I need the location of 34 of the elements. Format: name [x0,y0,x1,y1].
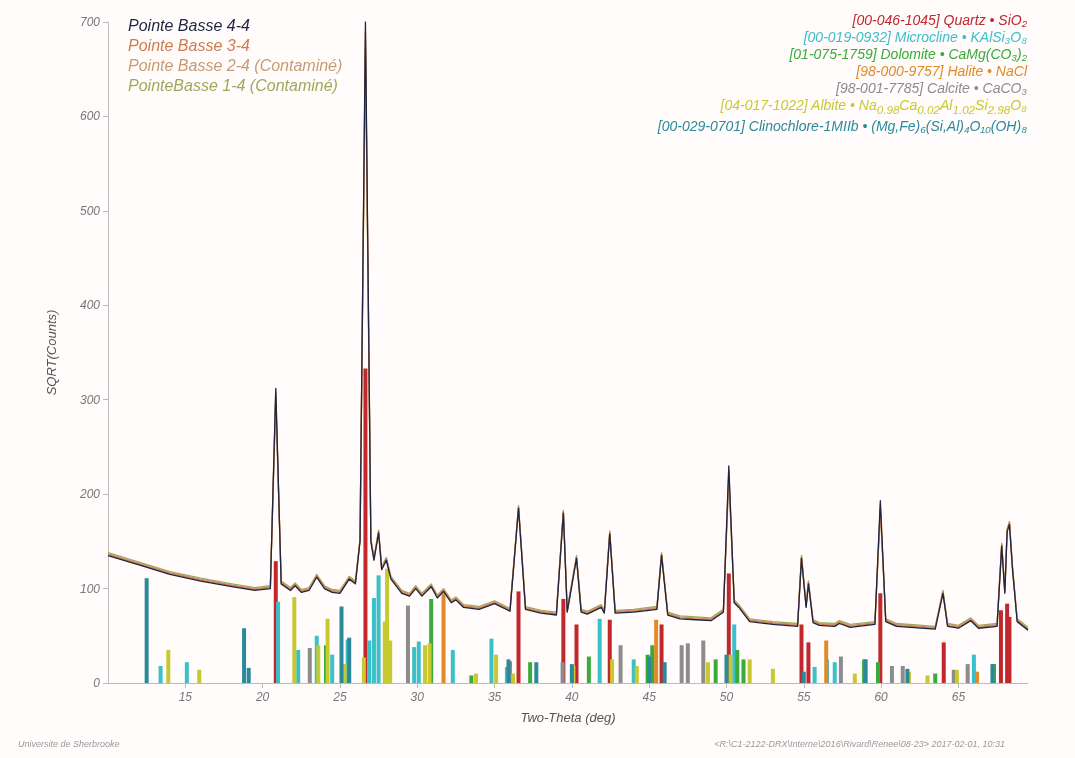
x-tick-label: 15 [178,690,193,704]
y-tick-label: 200 [78,487,101,502]
y-tick-label: 100 [79,581,101,596]
x-tick-label: 20 [254,690,270,704]
text: [04-017-1022] Albite • Na$_{0.98}$Ca$_{0.02}$Al$_{1.02}$Si$_{2.98}$O₈ [720,97,1027,116]
x-tick-label: 40 [565,690,579,704]
y-tick-label: 500 [79,203,101,218]
y-tick-label: 600 [79,109,101,124]
x-tick-label: 50 [719,690,734,704]
text: [01-075-1759] Dolomite • CaMg(CO₃)₂ [788,46,1027,63]
x-axis-title: Two-Theta (deg) [520,710,616,725]
text: [00-019-0932] Microcline • KAlSi₃O₈ [802,29,1027,46]
y-tick-label: 300 [79,392,101,407]
text: [98-001-7785] Calcite • CaCO₃ [834,80,1027,97]
y-tick-label: 0 [93,676,101,690]
text: [00-029-0701] Clinochlore-1MIIb • (Mg,Fe)₆(Si,Al)₄O₁₀(OH)₈ [657,117,1027,135]
y-axis-title: SQRT(Counts) [44,309,59,396]
x-tick-label: 30 [410,690,425,704]
text: Universite de Sherbrooke [18,738,120,749]
text: Pointe Basse 4-4 [128,16,250,34]
text: Pointe Basse 3-4 [128,36,250,54]
x-tick-label: 55 [797,690,811,704]
x-tick-label: 25 [332,690,347,704]
x-tick-label: 35 [487,690,502,704]
text: [98-000-9757] Halite • NaCl [855,63,1027,80]
text: [00-046-1045] Quartz • SiO₂ [851,12,1027,29]
series-label: Pointe Basse 2-4 (Contaminé) [128,56,343,74]
text: <R:\C1-2122-DRX\Interne\2016\Rivard\Renee\08-23> 2017-02-01, 10:31 [714,738,1005,749]
y-tick-label: 400 [79,298,101,313]
series-label: PointeBasse 1-4 (Contaminé) [128,76,338,94]
y-tick-label: 700 [79,15,101,29]
x-tick-label: 45 [642,690,657,704]
x-tick-label: 60 [874,690,889,704]
x-tick-label: 65 [951,690,966,704]
